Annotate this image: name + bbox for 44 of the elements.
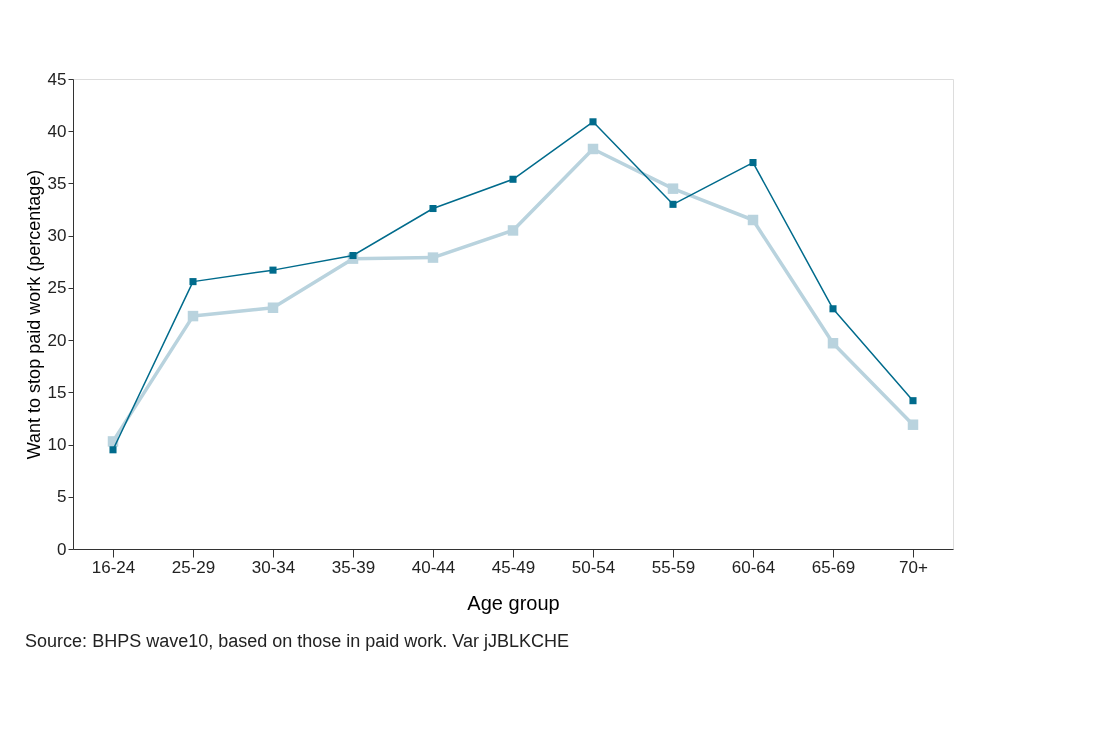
point	[909, 397, 917, 405]
point	[267, 302, 279, 313]
x-tick-label: 60-64	[731, 557, 776, 577]
source-note: Source: BHPS wave10, based on those in paid work. Var jJBLKCHE	[25, 631, 570, 651]
point	[587, 143, 599, 155]
x-tick-label: 25-29	[171, 557, 216, 577]
x-tick-label: 55-59	[651, 557, 696, 577]
y-tick-label: 0	[57, 539, 67, 559]
y-tick-label: 35	[47, 173, 67, 193]
point	[829, 305, 837, 313]
point	[269, 266, 277, 274]
y-tick-label: 15	[47, 382, 67, 402]
point	[667, 183, 679, 194]
y-tick-label: 30	[47, 226, 67, 246]
x-tick-label: 65-69	[811, 557, 856, 577]
x-tick-label: 35-39	[331, 557, 376, 577]
point	[749, 159, 757, 167]
x-axis-title: Age group	[467, 591, 560, 614]
x-tick-label: 30-34	[251, 557, 296, 577]
x-tick-label: 50-54	[571, 557, 616, 577]
y-tick-label: 5	[57, 487, 67, 507]
point	[429, 204, 437, 213]
y-tick-label: 45	[47, 69, 67, 89]
point	[827, 338, 839, 349]
point	[349, 251, 357, 260]
point	[187, 310, 199, 322]
point	[747, 214, 759, 226]
point	[109, 446, 117, 454]
x-tick-label: 40-44	[411, 557, 456, 577]
point	[507, 225, 519, 236]
point	[509, 175, 517, 183]
x-tick-label: 45-49	[491, 557, 536, 577]
point	[589, 118, 597, 126]
x-tick-label: 16-24	[91, 557, 136, 577]
point	[427, 252, 439, 263]
y-tick-label: 20	[47, 330, 67, 350]
y-tick-label: 10	[47, 435, 67, 455]
point	[907, 419, 919, 430]
y-axis-title: Want to stop paid work (percentage)	[23, 169, 44, 460]
x-tick-label: 70+	[899, 557, 928, 577]
point	[189, 278, 197, 286]
y-tick-label: 25	[47, 278, 67, 298]
point	[669, 200, 677, 208]
y-tick-label: 40	[47, 121, 67, 141]
